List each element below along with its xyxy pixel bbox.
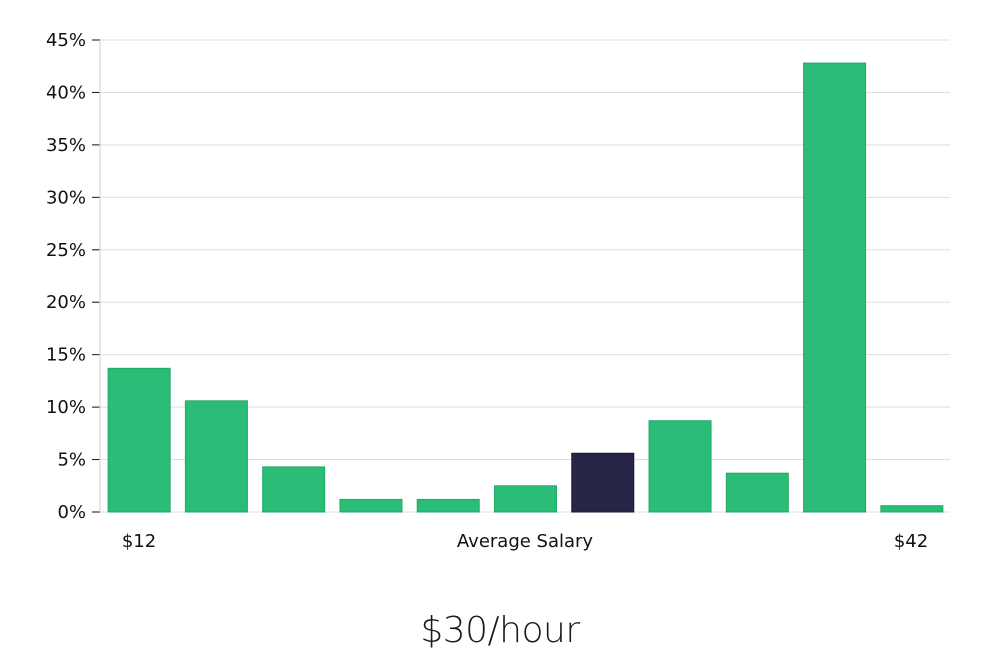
- x-label-max: $42: [894, 531, 928, 552]
- x-label-min: $12: [122, 531, 156, 552]
- x-label-average: Average Salary: [457, 531, 594, 552]
- y-axis-ticks: 0% 5% 10% 15% 20% 25% 30% 35% 40% 45%: [46, 30, 100, 523]
- bar: [262, 466, 326, 513]
- average-salary-headline: $30/hour: [420, 610, 580, 651]
- salary-histogram-chart: 0% 5% 10% 15% 20% 25% 30% 35% 40% 45% $12 Average…: [46, 30, 950, 552]
- y-tick-label: 5%: [57, 450, 86, 471]
- y-tick-label: 15%: [46, 345, 86, 366]
- y-tick-label: 40%: [46, 82, 86, 103]
- y-tick-label: 35%: [46, 135, 86, 156]
- bar: [107, 367, 171, 513]
- bar: [880, 505, 944, 513]
- bar-average-salary: [571, 452, 635, 513]
- bar: [416, 498, 480, 513]
- bar: [803, 62, 867, 513]
- bar: [184, 400, 248, 513]
- y-tick-label: 20%: [46, 292, 86, 313]
- y-tick-label: 45%: [46, 30, 86, 51]
- bar: [494, 485, 557, 513]
- y-tick-label: 25%: [46, 240, 86, 261]
- bar: [339, 498, 403, 513]
- bars-group: [107, 62, 944, 513]
- y-tick-label: 0%: [57, 502, 86, 523]
- y-tick-label: 10%: [46, 397, 86, 418]
- y-tick-label: 30%: [46, 187, 86, 208]
- bar: [725, 472, 789, 513]
- bar: [648, 420, 712, 513]
